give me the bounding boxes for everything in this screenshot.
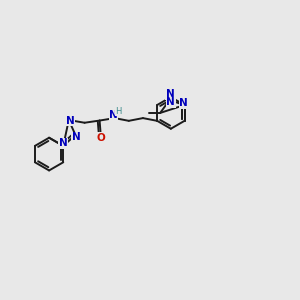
Text: N: N (72, 132, 81, 142)
Text: N: N (166, 89, 174, 99)
Text: N: N (66, 116, 75, 126)
Text: N: N (109, 110, 118, 120)
Text: O: O (96, 133, 105, 143)
Text: N: N (179, 98, 188, 108)
Text: N: N (167, 97, 175, 107)
Text: N: N (58, 138, 68, 148)
Text: H: H (115, 106, 121, 116)
